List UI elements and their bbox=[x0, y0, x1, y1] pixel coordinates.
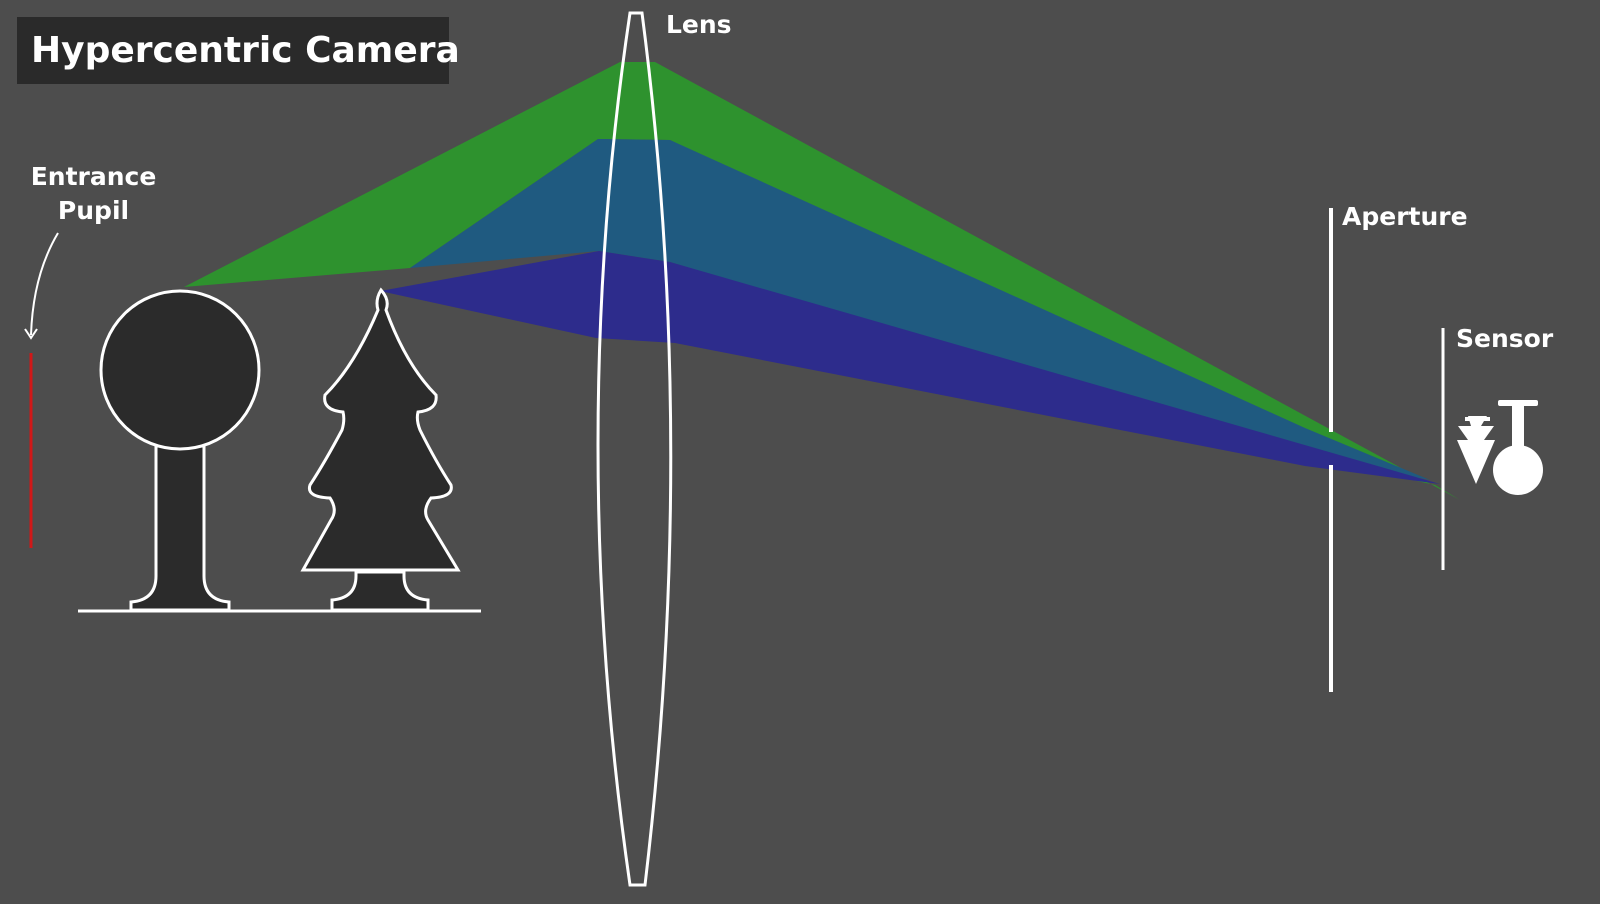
sensor-label: Sensor bbox=[1456, 324, 1554, 353]
entrance-pupil-label-line2: Pupil bbox=[57, 195, 130, 225]
lens-shape bbox=[596, 11, 673, 887]
ray-bundle-overlap bbox=[410, 139, 1430, 480]
ray-bundle-tree-top bbox=[184, 62, 1460, 500]
title-box: Hypercentric Camera bbox=[17, 17, 460, 84]
tree-object bbox=[300, 287, 461, 612]
sensor-image-round-object-icon bbox=[1493, 400, 1543, 495]
sensor-image-tree-icon bbox=[1457, 416, 1495, 484]
round-object-stem bbox=[129, 444, 231, 612]
ray-bundle-flower-top bbox=[380, 251, 1440, 484]
round-object-head bbox=[99, 289, 261, 451]
diagram-title: Hypercentric Camera bbox=[31, 30, 460, 71]
tree-crown bbox=[300, 287, 461, 572]
entrance-pupil-arrow bbox=[30, 232, 59, 336]
entrance-pupil-arrowhead bbox=[24, 328, 38, 340]
tree-trunk bbox=[330, 570, 430, 612]
round-object bbox=[99, 289, 261, 612]
lens-label: Lens bbox=[666, 10, 732, 39]
entrance-pupil-label: Entrance Pupil bbox=[26, 160, 161, 228]
aperture-label: Aperture bbox=[1342, 202, 1468, 231]
entrance-pupil-label-line1: Entrance bbox=[30, 162, 157, 191]
